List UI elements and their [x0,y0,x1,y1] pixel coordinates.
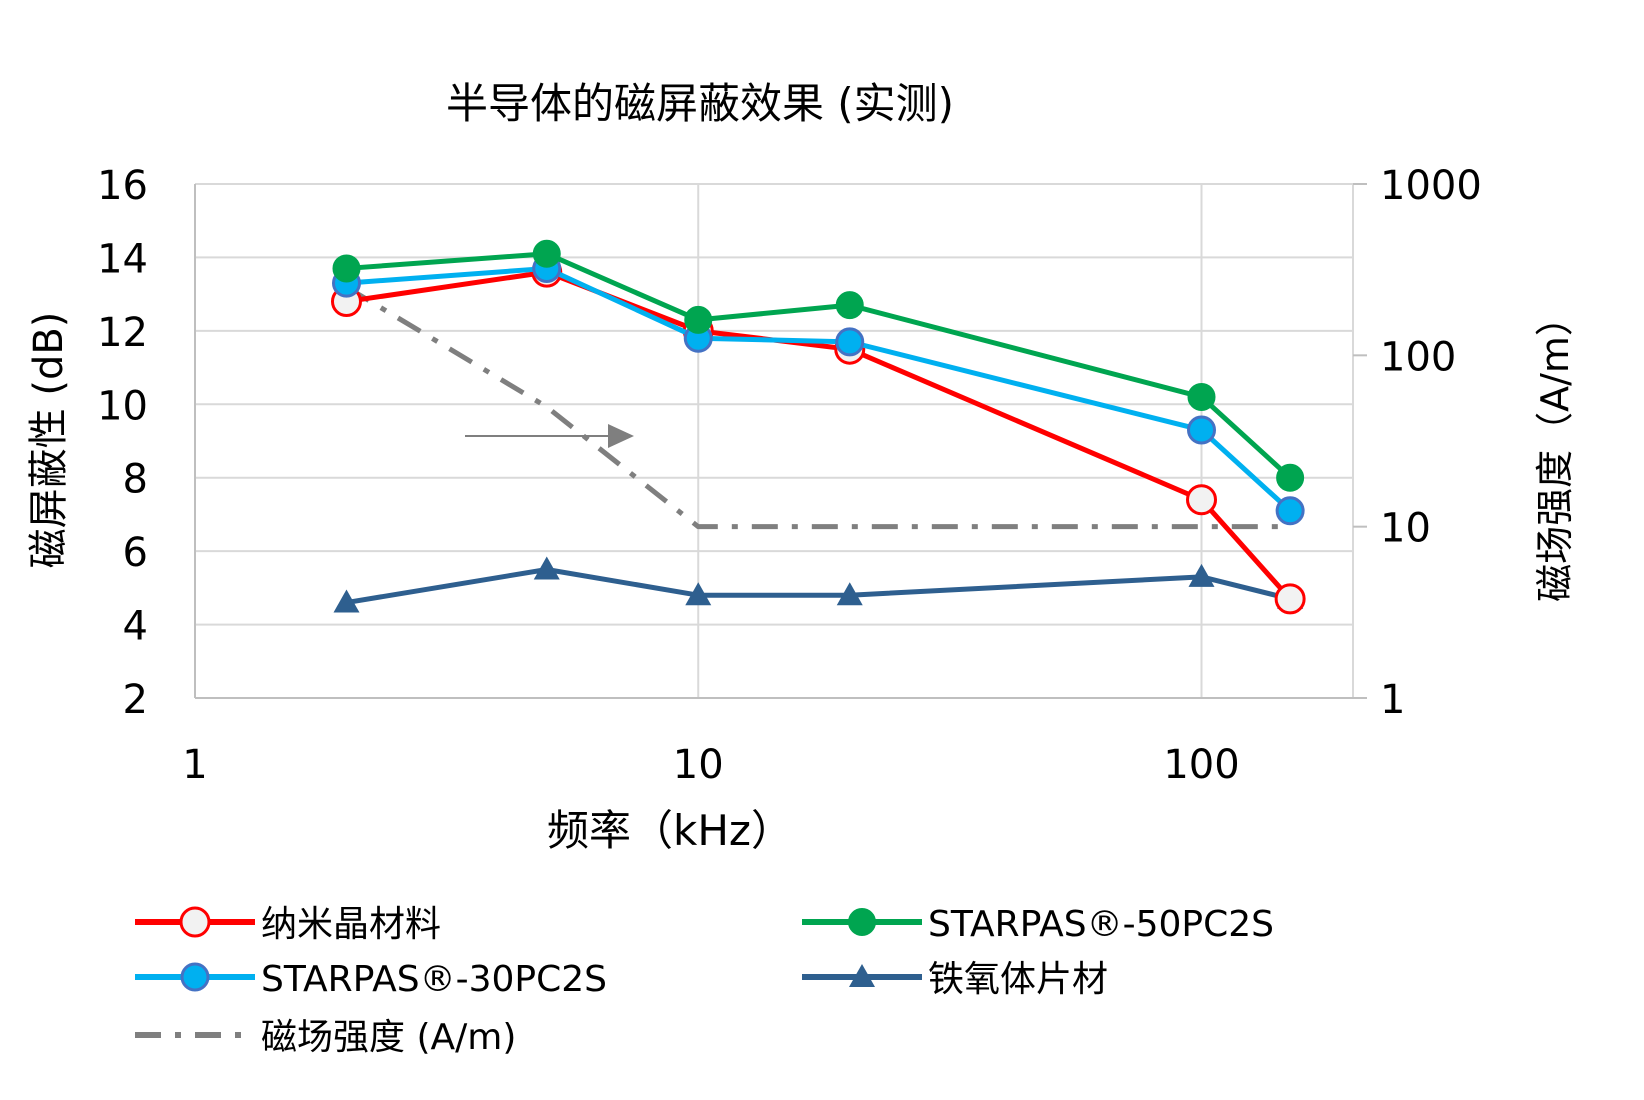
series-3 [333,556,1304,613]
legend-label: STARPAS®-30PC2S [261,959,607,1000]
marker-4 [1186,484,1218,516]
series-line-3 [346,567,1291,606]
y-tick-label: 2 [123,677,148,723]
series-1 [332,239,1305,492]
legend: 纳米晶材料 STARPAS®-50PC2S STARPAS®-30PC2S 铁氧体片材… [135,904,1274,1058]
x-tick-label: 100 [1163,742,1239,788]
marker-3 [835,327,865,357]
series-4 [345,285,1291,530]
y-tick-label: 14 [97,236,148,282]
legend-label: 纳米晶材料 [261,904,441,945]
y-tick-label: 12 [97,310,148,356]
marker-4 [1187,415,1217,445]
y-tick-label: 16 [97,163,148,209]
y-tick-label: 6 [123,530,148,576]
marker-3 [835,291,864,320]
y-tick-label: 8 [123,457,148,503]
series-layer [330,239,1306,615]
marker-5 [1274,583,1306,615]
axis-indicator-arrow [465,424,634,448]
axes [194,183,1367,699]
grid [194,183,1354,699]
marker-2 [684,305,713,334]
marker-5 [1275,496,1305,526]
marker-4 [1188,563,1215,587]
y2-tick-label: 10 [1380,506,1431,552]
marker-0 [333,589,360,613]
marker-5 [1276,463,1305,492]
y-axis-label: 磁屏蔽性 (dB) [26,312,72,569]
marker-legend [848,908,876,936]
marker-1 [533,556,560,580]
series-line-4 [345,285,1291,530]
marker-legend [180,962,210,992]
marker-0 [332,254,361,283]
legend-label: 铁氧体片材 [928,959,1108,1000]
marker-legend [849,964,875,987]
legend-item-1: STARPAS®-50PC2S [802,904,1274,945]
marker-3 [836,582,863,606]
marker-legend [179,906,211,938]
series-line-2 [346,265,1292,513]
y-tick-label: 4 [123,604,148,650]
marker-4 [1187,382,1216,411]
y2-axis-label: 磁场强度（A/m） [1533,298,1577,602]
legend-item-0: 纳米晶材料 [135,904,441,945]
marker-1 [532,239,561,268]
x-tick-label: 1 [182,742,207,788]
y2-tick-label: 100 [1380,334,1456,380]
chart-title: 半导体的磁屏蔽效果 (实测) [446,79,954,128]
legend-label: STARPAS®-50PC2S [928,904,1274,945]
x-axis-label: 频率（kHz） [547,806,793,855]
marker-2 [685,582,712,606]
series-line-1 [346,251,1292,480]
y2-tick-label: 1 [1380,677,1405,723]
tick-labels: 2 4 6 8 10 12 14 16 1 10 100 1 10 100 1000 [97,163,1482,788]
legend-item-2: STARPAS®-30PC2S [135,959,607,1000]
y-tick-label: 10 [97,383,148,429]
legend-item-3: 铁氧体片材 [802,959,1108,1000]
legend-item-4: 磁场强度 (A/m) [135,1017,516,1058]
y2-tick-label: 1000 [1380,163,1482,209]
x-tick-label: 10 [673,742,724,788]
legend-label: 磁场强度 (A/m) [261,1017,516,1058]
